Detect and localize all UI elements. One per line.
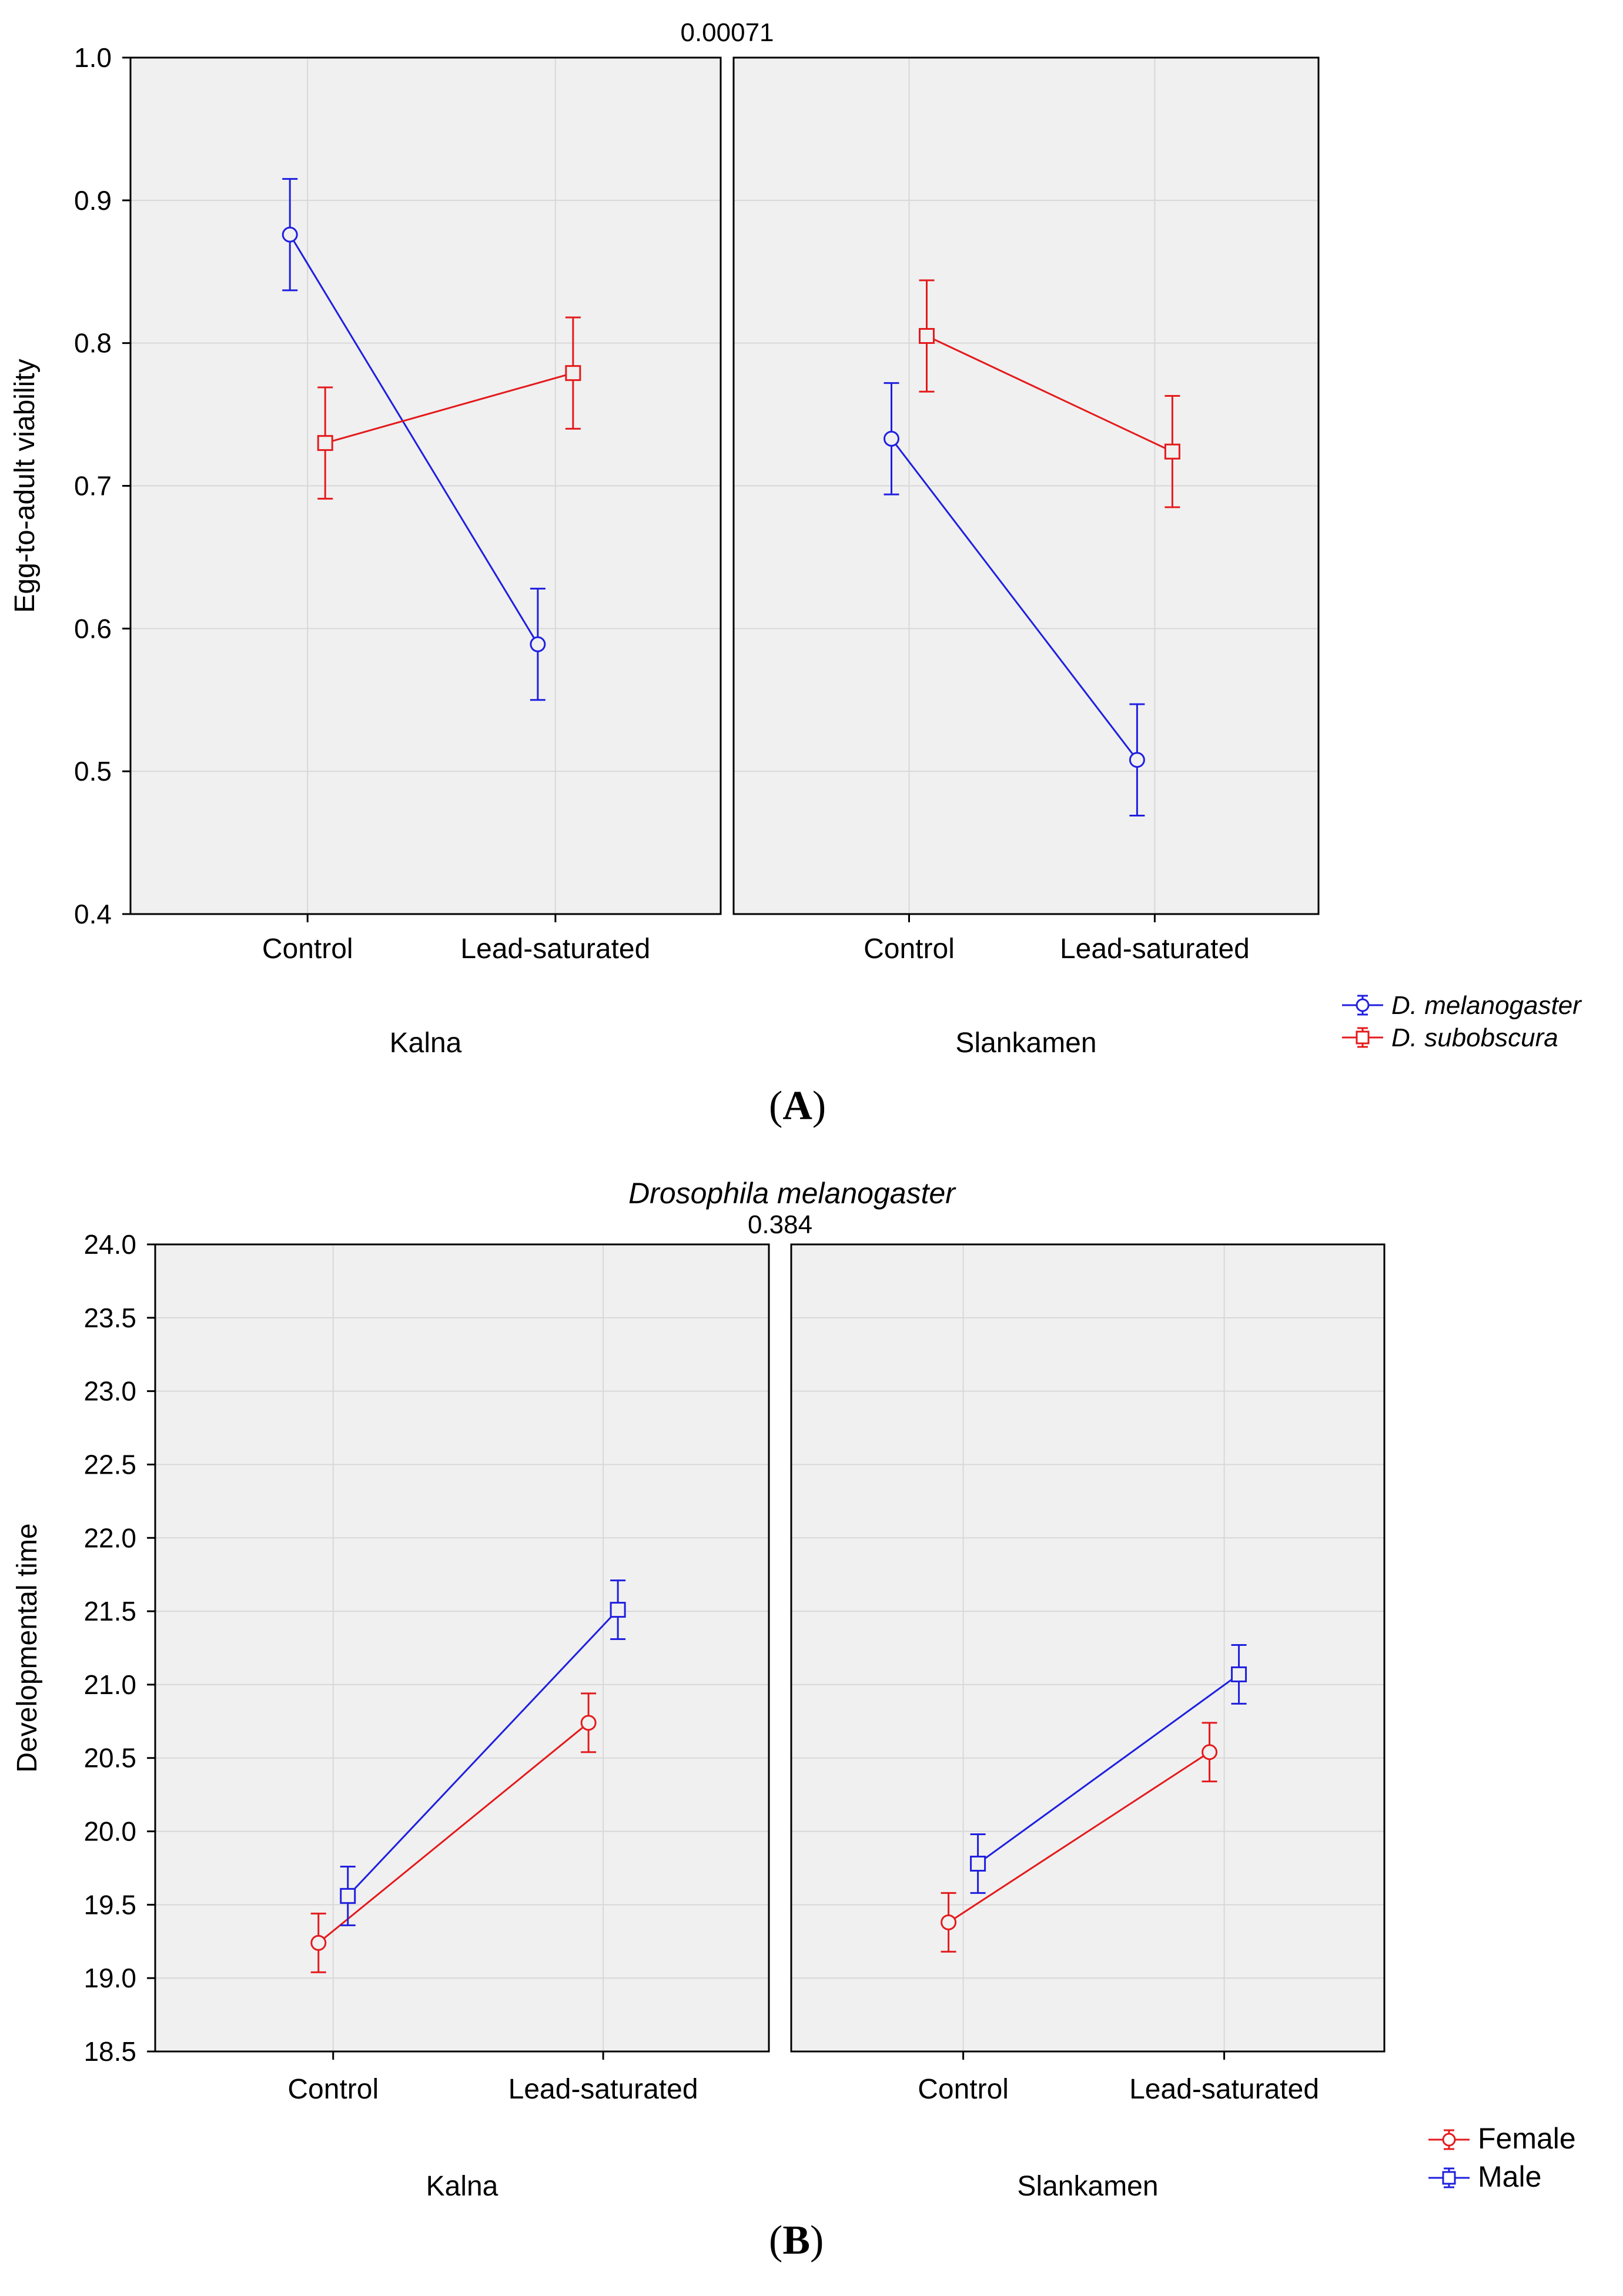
plot-background	[791, 1244, 1384, 2051]
legend-label: Male	[1478, 2160, 1541, 2193]
series-line	[926, 335, 1173, 453]
data-point-square	[1164, 443, 1180, 460]
x-tick-label: Lead-saturated	[1060, 933, 1250, 965]
series-d-subobscura	[317, 316, 581, 500]
series-d-subobscura	[919, 279, 1180, 508]
series-line	[289, 234, 539, 645]
facet-label: Kalna	[426, 2171, 498, 2202]
legend-marker-square	[1442, 2171, 1456, 2185]
legend-marker-square	[1356, 1030, 1370, 1045]
facet-kalna: Control Lead-saturated Kalna	[122, 56, 722, 1059]
data-point-square	[317, 435, 333, 451]
p-value-label: 0.00071	[680, 18, 774, 47]
y-tick-label: 24.0	[83, 1229, 136, 1260]
series-d-melanogaster	[282, 178, 546, 701]
data-point-square	[340, 1887, 356, 1904]
data-point-circle	[530, 636, 546, 652]
legend-label: D. melanogaster	[1391, 991, 1582, 1020]
series-line	[977, 1674, 1240, 1865]
y-tick-label: 18.5	[83, 2036, 136, 2067]
series-d-melanogaster	[884, 382, 1145, 816]
series-line	[324, 372, 574, 444]
facet-label: Slankamen	[1017, 2171, 1158, 2202]
data-point-square	[565, 365, 581, 381]
y-tick-label: 0.9	[74, 185, 112, 216]
facet-slankamen: Control Lead-saturated Slankamen	[732, 56, 1320, 1059]
y-tick-label: 1.0	[74, 42, 112, 73]
facet-kalna: Control Lead-saturated Kalna	[147, 1243, 770, 2202]
data-point-circle	[1202, 1744, 1218, 1761]
y-tick-label: 20.5	[83, 1743, 136, 1773]
plot-frame	[732, 56, 1320, 915]
data-point-circle	[282, 226, 298, 243]
y-axis-label: Developmental time	[12, 1523, 43, 1772]
y-tick-label: 0.4	[74, 899, 112, 929]
plot-frame	[790, 1243, 1386, 2053]
data-point-square	[1231, 1666, 1247, 1682]
series-line	[347, 1609, 619, 1897]
data-point-circle	[884, 430, 899, 447]
panel-b-label: (B)	[769, 2218, 824, 2263]
y-tick-label: 23.0	[83, 1376, 136, 1407]
legend-label: Female	[1478, 2122, 1576, 2155]
series-male	[340, 1579, 626, 1926]
data-point-circle	[580, 1715, 597, 1731]
x-tick-label: Lead-saturated	[1129, 2074, 1319, 2105]
data-point-square	[970, 1855, 986, 1872]
legend-marker-circle	[1356, 998, 1370, 1012]
y-tick-label: 0.5	[74, 756, 112, 786]
data-point-square	[919, 328, 935, 344]
data-point-circle	[310, 1934, 327, 1951]
x-tick-label: Control	[864, 933, 955, 965]
y-tick-label: 19.0	[83, 1963, 136, 1993]
facet-slankamen: Control Lead-saturated Slankamen	[790, 1243, 1386, 2202]
data-point-circle	[941, 1914, 957, 1930]
series-female	[310, 1692, 597, 1973]
y-axis-label: Egg-to-adult viability	[9, 359, 41, 613]
y-tick-label: 23.5	[83, 1303, 136, 1333]
chart-a: 0.00071 Egg-to-adult viability 0.4 0.5 0.6 0.…	[9, 18, 1582, 1059]
y-tick-label: 0.7	[74, 471, 112, 501]
x-tick-label: Control	[262, 933, 353, 965]
series-line	[948, 1751, 1210, 1923]
y-tick-label: 21.0	[83, 1669, 136, 1700]
plot-background	[155, 1244, 769, 2051]
y-tick-label: 20.0	[83, 1816, 136, 1847]
y-tick-label: 22.0	[83, 1522, 136, 1553]
facet-label: Slankamen	[955, 1027, 1096, 1059]
y-tick-label: 0.6	[74, 613, 112, 644]
legend-label: D. subobscura	[1391, 1023, 1558, 1052]
data-point-square	[610, 1602, 626, 1618]
chart-title: Drosophila melanogaster	[628, 1177, 956, 1210]
x-tick-label: Lead-saturated	[460, 933, 650, 965]
y-tick-label: 0.8	[74, 328, 112, 359]
y-tick-label: 19.5	[83, 1889, 136, 1920]
series-female	[941, 1722, 1218, 1953]
x-tick-label: Lead-saturated	[508, 2074, 698, 2105]
panel-a-label: (A)	[769, 1083, 826, 1129]
series-line	[891, 438, 1138, 761]
series-male	[970, 1644, 1247, 1894]
series-line	[317, 1722, 590, 1944]
p-value-label: 0.384	[748, 1210, 812, 1239]
plot-frame	[154, 1243, 770, 2053]
legend: Female Male	[1428, 2122, 1576, 2193]
facet-label: Kalna	[390, 1027, 462, 1059]
y-tick-label: 22.5	[83, 1449, 136, 1480]
legend: D. melanogaster D. subobscura	[1342, 991, 1582, 1052]
x-tick-label: Control	[287, 2074, 379, 2105]
data-point-circle	[1129, 752, 1145, 768]
y-tick-label: 21.5	[83, 1596, 136, 1626]
x-tick-label: Control	[918, 2074, 1009, 2105]
legend-marker-circle	[1442, 2133, 1456, 2147]
